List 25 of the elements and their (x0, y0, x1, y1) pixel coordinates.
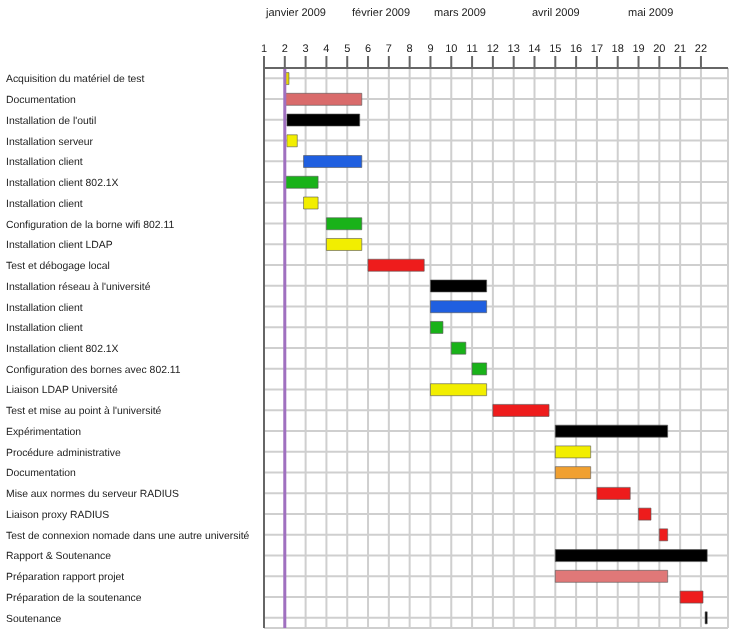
bar (326, 217, 363, 231)
bar (286, 113, 361, 127)
bar (492, 404, 550, 417)
bar (471, 362, 487, 376)
bar (430, 279, 487, 293)
bar (284, 93, 363, 106)
bar (367, 258, 425, 272)
bar (430, 383, 487, 396)
bar (303, 196, 319, 210)
bar (303, 155, 363, 168)
bar (450, 341, 467, 355)
bar (326, 238, 363, 251)
bar (555, 466, 591, 479)
bar (555, 445, 591, 459)
bar (596, 487, 631, 500)
bar (555, 424, 668, 438)
bar (284, 175, 319, 189)
bar (679, 590, 704, 604)
bar (430, 300, 487, 314)
bar (659, 528, 668, 542)
bar (555, 570, 668, 583)
bar (555, 549, 708, 562)
bar (638, 507, 652, 521)
bar (430, 321, 444, 334)
bar (286, 134, 298, 148)
